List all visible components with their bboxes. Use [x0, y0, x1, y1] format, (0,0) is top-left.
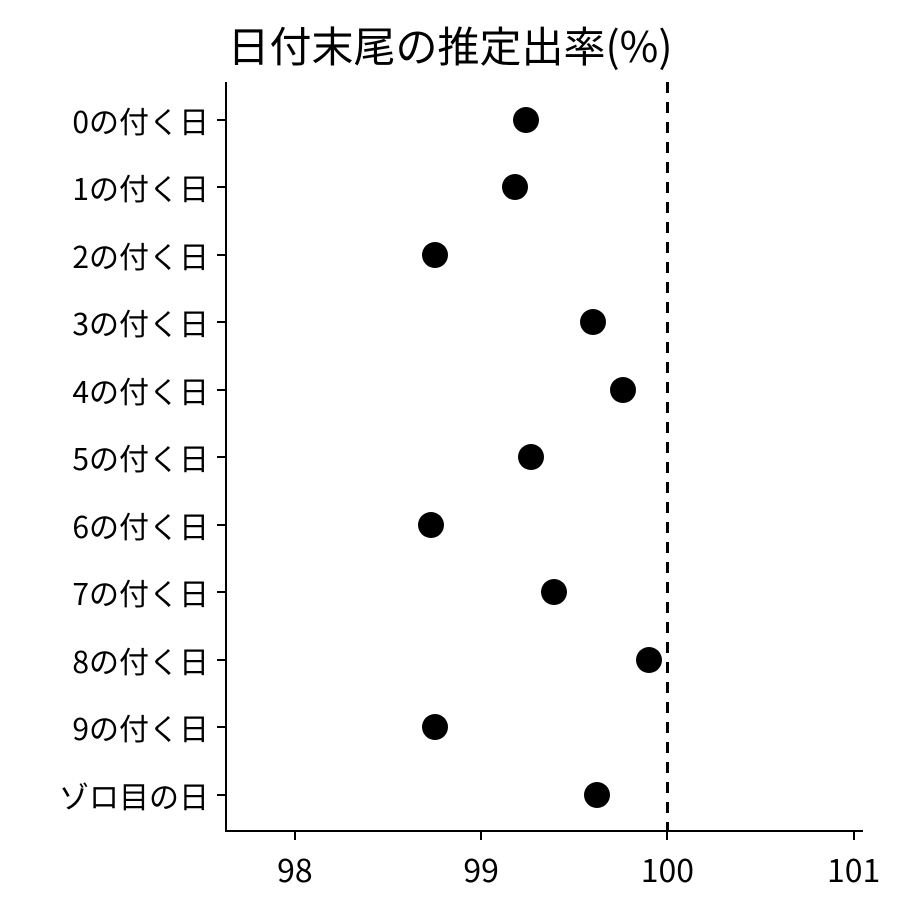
- y-tick-label: 8の付く日: [72, 638, 209, 682]
- x-tick-label: 99: [463, 846, 499, 892]
- y-axis-line: [225, 82, 227, 832]
- data-point: [502, 174, 528, 200]
- y-tick-label: 3の付く日: [72, 300, 209, 344]
- data-point: [584, 782, 610, 808]
- plot-area: 98991001010の付く日1の付く日2の付く日3の付く日4の付く日5の付く日…: [225, 82, 863, 832]
- chart-title: 日付末尾の推定出率(%): [0, 14, 900, 75]
- y-tick-label: 5の付く日: [72, 435, 209, 479]
- data-point: [541, 579, 567, 605]
- x-tick-label: 98: [277, 846, 313, 892]
- y-tick-label: 6の付く日: [72, 503, 209, 547]
- y-tick: [217, 254, 225, 256]
- y-tick: [217, 389, 225, 391]
- data-point: [513, 107, 539, 133]
- y-tick: [217, 659, 225, 661]
- y-tick: [217, 591, 225, 593]
- x-tick: [480, 832, 482, 840]
- y-tick-label: 0の付く日: [72, 98, 209, 142]
- data-point: [636, 647, 662, 673]
- y-tick: [217, 524, 225, 526]
- y-tick-label: 2の付く日: [72, 233, 209, 277]
- x-axis-line: [225, 830, 863, 832]
- x-tick-label: 100: [641, 846, 694, 892]
- y-tick-label: 9の付く日: [72, 705, 209, 749]
- y-tick: [217, 186, 225, 188]
- y-tick-label: 1の付く日: [72, 165, 209, 209]
- x-tick: [853, 832, 855, 840]
- x-tick: [294, 832, 296, 840]
- y-tick: [217, 456, 225, 458]
- reference-line: [666, 82, 669, 832]
- data-point: [518, 444, 544, 470]
- y-tick-label: ゾロ目の日: [59, 773, 209, 817]
- chart-container: 日付末尾の推定出率(%) 98991001010の付く日1の付く日2の付く日3の…: [0, 0, 900, 900]
- data-point: [418, 512, 444, 538]
- data-point: [422, 242, 448, 268]
- x-tick-label: 101: [827, 846, 880, 892]
- y-tick: [217, 794, 225, 796]
- data-point: [610, 377, 636, 403]
- data-point: [580, 309, 606, 335]
- x-tick: [666, 832, 668, 840]
- y-tick-label: 4の付く日: [72, 368, 209, 412]
- y-tick: [217, 321, 225, 323]
- data-point: [422, 714, 448, 740]
- y-tick: [217, 119, 225, 121]
- y-tick-label: 7の付く日: [72, 570, 209, 614]
- y-tick: [217, 726, 225, 728]
